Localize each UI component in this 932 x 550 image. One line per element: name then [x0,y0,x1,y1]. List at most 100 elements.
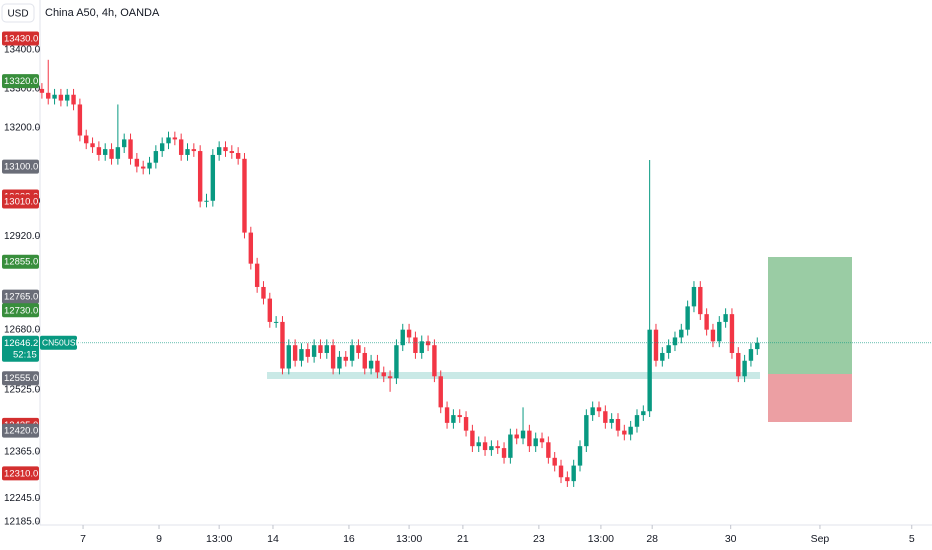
candle-body [520,430,526,439]
candle-body [39,88,45,93]
symbol-label: CN50USD [42,338,82,348]
candle-body [653,329,659,361]
candle-body [318,345,323,353]
candle-body [280,321,285,369]
candle-body [109,149,114,159]
candle-body [90,143,95,148]
candle-body [121,139,127,148]
countdown: 52:15 [13,349,37,360]
candle-body [628,426,633,435]
candle-body [197,151,203,202]
candle-body [267,298,273,322]
candle-body [565,477,570,482]
candle-body [552,457,557,466]
candle-body [394,345,399,379]
candle-body [476,442,481,447]
current-price-label: 12646.2 [4,338,38,349]
price-badge-label: 13100.0 [4,162,38,173]
candle-body [178,139,184,155]
x-tick-label: 28 [646,533,658,545]
candle-body [558,465,564,478]
x-tick-label: 13:00 [206,533,232,545]
candle-body [419,341,424,353]
candle-body [438,376,443,408]
candle-body [330,345,336,369]
candle-body [425,341,431,346]
candle-body [406,329,412,338]
y-tick-label: 12920.0 [4,231,41,242]
price-badge [2,254,39,269]
candle-body [128,139,133,159]
price-badge [2,371,39,386]
candle-body [615,418,621,431]
price-badge [2,31,39,46]
candle-body [755,342,760,350]
candle-body [546,442,551,458]
candle-body [463,417,469,431]
candle-body [501,448,507,458]
candle-body [368,360,374,369]
candle-body [571,465,576,482]
candle-body [58,94,64,101]
x-tick-label: 14 [267,533,279,545]
x-tick-label: Sep [811,533,830,545]
candle-body [185,149,190,155]
candle-body [736,352,741,377]
candle-body [261,286,266,299]
y-tick-label: 12525.0 [4,385,41,396]
candle-body [679,329,684,338]
price-badge [2,289,39,304]
currency-button[interactable] [1,3,35,23]
candle-body [71,94,76,105]
candle-body [172,137,178,140]
candle-body [292,345,298,361]
candle-body [596,407,602,412]
candle-body [311,345,317,357]
candle-body [641,411,646,416]
y-tick-label: 12680.0 [4,324,41,335]
x-tick-label: 13:00 [588,533,614,545]
loss-zone [768,374,852,422]
candle-body [381,372,386,377]
price-badge-label: 13320.0 [4,76,38,87]
x-tick-label: 21 [457,533,469,545]
candle-body [603,411,608,423]
candle-body [248,232,254,264]
candle-body [77,104,83,136]
candle-body [742,360,747,377]
price-badge-label: 12765.0 [4,292,38,303]
candle-body [748,349,754,361]
candle-body [451,415,456,423]
candle-body [242,158,247,233]
candle-body [235,152,241,159]
support-zone [267,372,760,379]
candle-body [634,415,640,427]
candle-body [166,137,171,144]
candle-body [457,415,462,418]
candle-body [362,352,367,369]
price-badge-label: 12310.0 [4,468,38,479]
price-badge-label: 13430.0 [4,33,38,44]
candle-body [254,263,260,287]
x-tick-label: 7 [80,533,86,545]
candle-body [489,446,494,451]
y-tick-label: 12365.0 [4,447,41,458]
candle-body [584,415,589,447]
candle-body [508,434,513,458]
candle-body [153,151,159,163]
symbol-badge [40,335,77,350]
candle-body [647,329,652,412]
candle-body [710,329,716,342]
y-tick-label: 12185.0 [4,517,41,528]
candle-body [134,158,140,167]
price-badge [2,194,39,209]
candle-body [46,92,51,99]
x-tick-label: 23 [533,533,545,545]
candle-body [660,352,665,361]
candle-body [387,376,393,379]
candle-body [375,360,380,373]
x-tick-label: 9 [156,533,162,545]
candle-body [704,314,709,330]
candle-body [229,151,235,153]
candle-body [191,149,197,152]
